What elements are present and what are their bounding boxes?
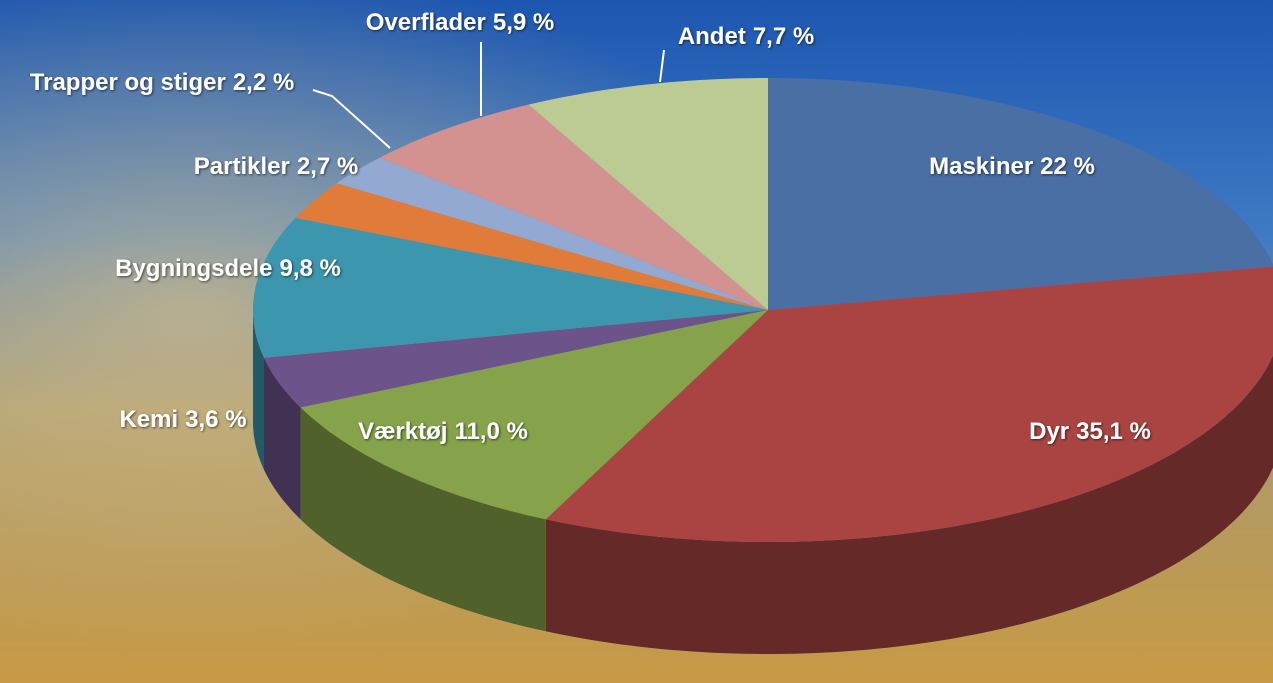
slice-side [264, 357, 301, 520]
category-label: Partikler [194, 153, 290, 180]
data-label: Andet 7,7 % [678, 23, 814, 50]
data-label: Bygningsdele 9,8 % [115, 255, 341, 282]
category-label: Kemi [119, 406, 178, 433]
value-label: 7,7 % [753, 23, 814, 50]
data-label: Dyr 35,1 % [1029, 418, 1151, 445]
leader-line [312, 89, 391, 149]
slice-side [300, 407, 546, 632]
slice [379, 104, 768, 310]
value-label: 5,9 % [493, 9, 554, 36]
data-label: Kemi 3,6 % [119, 406, 246, 433]
data-label: Værktøj 11,0 % [358, 418, 528, 445]
data-label: Trapper og stiger 2,2 % [30, 69, 294, 96]
slice [768, 78, 1273, 310]
slice [336, 157, 768, 310]
value-label: 2,2 % [233, 69, 294, 96]
category-label: Andet [678, 23, 746, 50]
slice [545, 266, 1273, 542]
category-label: Overflader [366, 9, 486, 36]
data-label: Maskiner 22 % [929, 153, 1095, 180]
slice [253, 217, 768, 358]
data-label: Overflader 5,9 % [366, 9, 554, 36]
value-label: 9,8 % [279, 255, 340, 282]
slice [295, 183, 768, 310]
category-label: Trapper og stiger [30, 69, 226, 96]
category-label: Maskiner [929, 153, 1033, 180]
slice-side [545, 355, 1273, 654]
slice [264, 310, 768, 408]
value-label: 35,1 % [1076, 418, 1151, 445]
slice [528, 78, 768, 310]
value-label: 11,0 % [454, 418, 527, 445]
data-label: Partikler 2,7 % [194, 153, 358, 180]
category-label: Bygningsdele [115, 255, 272, 282]
value-label: 22 % [1040, 153, 1095, 180]
value-label: 2,7 % [297, 153, 358, 180]
leader-line [659, 49, 665, 83]
category-label: Dyr [1029, 418, 1069, 445]
slice-side [253, 310, 264, 470]
slice [300, 310, 768, 520]
value-label: 3,6 % [185, 406, 246, 433]
category-label: Værktøj [358, 418, 447, 445]
